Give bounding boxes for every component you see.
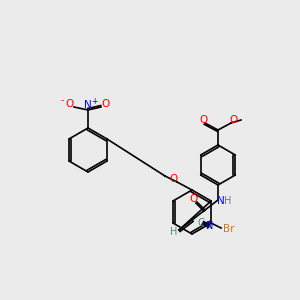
- Text: -: -: [60, 97, 64, 106]
- Text: N: N: [84, 100, 92, 110]
- Text: O: O: [65, 99, 73, 109]
- Text: H: H: [170, 227, 178, 237]
- Text: O: O: [101, 99, 109, 109]
- Text: O: O: [190, 194, 198, 204]
- Text: O: O: [169, 174, 177, 184]
- Text: C: C: [198, 218, 204, 228]
- Text: Br: Br: [223, 224, 235, 234]
- Text: +: +: [91, 98, 97, 106]
- Text: N: N: [206, 221, 214, 231]
- Text: H: H: [224, 196, 232, 206]
- Text: O: O: [229, 115, 237, 125]
- Text: O: O: [199, 115, 207, 125]
- Text: N: N: [217, 196, 225, 206]
